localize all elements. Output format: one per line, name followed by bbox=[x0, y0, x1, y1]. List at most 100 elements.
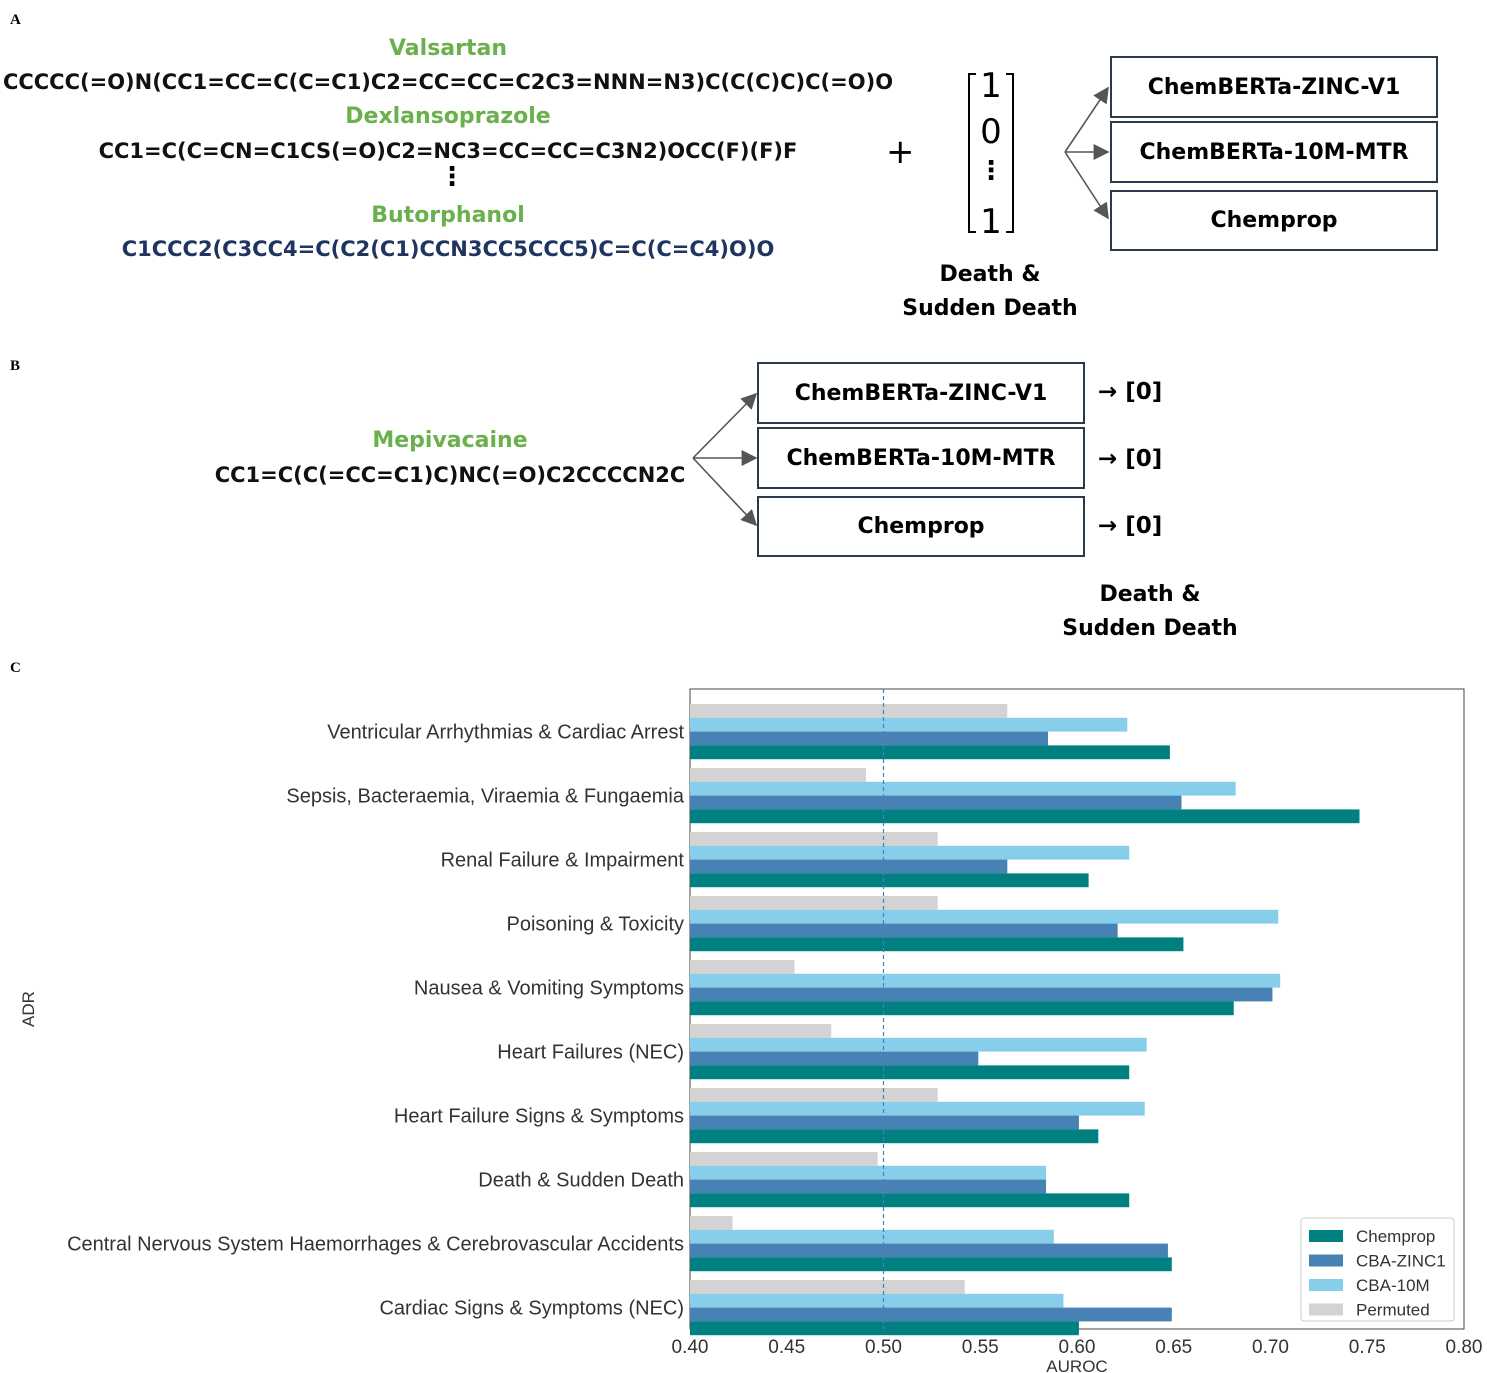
bar-cba-zinc1 bbox=[690, 1179, 1047, 1194]
x-tick-label: 0.40 bbox=[672, 1337, 709, 1358]
bar-chemprop bbox=[690, 1321, 1079, 1336]
vector-entry: 0 bbox=[980, 112, 1002, 152]
prediction-chemprop: → [0] bbox=[1098, 513, 1163, 539]
arrows-b bbox=[692, 392, 758, 527]
model-box-chemprop-b: Chemprop bbox=[757, 496, 1085, 557]
category-label: Central Nervous System Haemorrhages & Ce… bbox=[67, 1234, 684, 1256]
bar-cba-10m bbox=[690, 1037, 1147, 1052]
x-axis-label: AUROC bbox=[1046, 1357, 1107, 1373]
smiles-butorphanol: C1CCC2(C3CC4=C(C2(C1)CCN3CC5CCC5)C=C(C=C… bbox=[121, 237, 775, 261]
bar-permuted bbox=[690, 960, 795, 974]
legend-box bbox=[1300, 1217, 1455, 1322]
adr-auroc-chart: Ventricular Arrhythmias & Cardiac Arrest… bbox=[19, 688, 1483, 1373]
bar-chemprop bbox=[690, 1001, 1234, 1016]
bar-chemprop bbox=[690, 1065, 1130, 1080]
bar-chemprop bbox=[690, 1257, 1172, 1272]
x-tick-label: 0.50 bbox=[865, 1337, 902, 1358]
drug-name-mepivacaine: Mepivacaine bbox=[372, 428, 528, 453]
bar-chemprop bbox=[690, 937, 1184, 952]
smiles-valsartan: CCCCC(=O)N(CC1=CC=C(C=C1)C2=CC=CC=C2C3=N… bbox=[2, 70, 894, 94]
bar-cba-zinc1 bbox=[690, 1115, 1079, 1130]
category-label: Cardiac Signs & Symptoms (NEC) bbox=[379, 1298, 684, 1320]
target-label-line: Death & bbox=[1099, 582, 1201, 607]
prediction-10m: → [0] bbox=[1098, 446, 1163, 472]
x-tick-label: 0.55 bbox=[962, 1337, 999, 1358]
x-tick-label: 0.70 bbox=[1252, 1337, 1289, 1358]
panel-c-letter: C bbox=[10, 660, 21, 676]
category-label: Sepsis, Bacteraemia, Viraemia & Fungaemi… bbox=[286, 786, 684, 808]
category-label: Death & Sudden Death bbox=[478, 1170, 684, 1192]
category-label: Heart Failure Signs & Symptoms bbox=[394, 1106, 684, 1128]
panel-b-letter: B bbox=[10, 358, 21, 374]
x-tick-label: 0.75 bbox=[1349, 1337, 1386, 1358]
legend-label: Chemprop bbox=[1356, 1227, 1435, 1246]
target-label-line: Sudden Death bbox=[902, 296, 1078, 321]
prediction-zinc: → [0] bbox=[1098, 379, 1163, 405]
bar-permuted bbox=[690, 1152, 878, 1166]
category-label: Poisoning & Toxicity bbox=[507, 914, 685, 936]
target-label-line: Sudden Death bbox=[1062, 616, 1238, 641]
bar-permuted bbox=[690, 768, 867, 782]
bar-chemprop bbox=[690, 1193, 1130, 1208]
category-label: Nausea & Vomiting Symptoms bbox=[414, 978, 684, 1000]
legend-swatch bbox=[1309, 1279, 1343, 1291]
bar-cba-zinc1 bbox=[690, 923, 1118, 938]
category-label: Ventricular Arrhythmias & Cardiac Arrest bbox=[327, 722, 684, 744]
y-axis-label: ADR bbox=[19, 991, 38, 1027]
bar-cba-zinc1 bbox=[690, 1243, 1168, 1258]
arrows-a bbox=[1064, 86, 1110, 220]
plus-sign: + bbox=[886, 132, 915, 172]
bar-cba-zinc1 bbox=[690, 1307, 1172, 1322]
target-label-b: Death & Sudden Death bbox=[1040, 578, 1260, 646]
x-tick-label: 0.45 bbox=[768, 1337, 805, 1358]
bar-cba-zinc1 bbox=[690, 795, 1182, 810]
bar-permuted bbox=[690, 1088, 938, 1102]
smiles-mepivacaine: CC1=C(C(=CC=C1)C)NC(=O)C2CCCCN2C bbox=[214, 463, 686, 487]
category-label: Heart Failures (NEC) bbox=[497, 1042, 684, 1064]
x-tick-label: 0.65 bbox=[1155, 1337, 1192, 1358]
bar-cba-10m bbox=[690, 717, 1128, 732]
bar-permuted bbox=[690, 1216, 733, 1230]
model-box-chemberta-10m: ChemBERTa-10M-MTR bbox=[1110, 121, 1438, 183]
ellipsis-vertical: ⋮ bbox=[439, 162, 465, 192]
legend-swatch bbox=[1309, 1254, 1343, 1267]
bar-chemprop bbox=[690, 745, 1170, 760]
bar-chemprop bbox=[690, 1129, 1099, 1144]
vector-ellipsis: ⋮ bbox=[978, 156, 1004, 186]
bar-chemprop bbox=[690, 873, 1089, 888]
bar-cba-10m bbox=[690, 1101, 1145, 1116]
vector-entry: 1 bbox=[980, 202, 1002, 242]
target-label-a: Death & Sudden Death bbox=[890, 258, 1090, 326]
bar-cba-10m bbox=[690, 973, 1281, 988]
target-label-line: Death & bbox=[939, 262, 1041, 287]
x-tick-label: 0.60 bbox=[1059, 1337, 1096, 1358]
vector-entry: 1 bbox=[980, 66, 1002, 106]
bar-cba-zinc1 bbox=[690, 731, 1048, 746]
legend-swatch bbox=[1309, 1303, 1343, 1316]
bar-permuted bbox=[690, 704, 1008, 718]
legend-swatch bbox=[1309, 1230, 1343, 1242]
drug-name-butorphanol: Butorphanol bbox=[371, 203, 525, 228]
model-box-chemprop: Chemprop bbox=[1110, 190, 1438, 251]
bar-cba-10m bbox=[690, 909, 1279, 924]
bar-chemprop bbox=[690, 809, 1360, 824]
drug-name-valsartan: Valsartan bbox=[388, 36, 508, 61]
bar-cba-10m bbox=[690, 781, 1236, 796]
category-label: Renal Failure & Impairment bbox=[441, 850, 685, 872]
legend-label: CBA-ZINC1 bbox=[1356, 1252, 1446, 1271]
x-tick-label: 0.80 bbox=[1446, 1337, 1483, 1358]
bar-permuted bbox=[690, 1280, 965, 1294]
legend-label: CBA-10M bbox=[1356, 1276, 1430, 1295]
bar-cba-zinc1 bbox=[690, 1051, 979, 1066]
bar-permuted bbox=[690, 1024, 832, 1038]
label-vector: 1 0 ⋮ 1 bbox=[966, 66, 1016, 242]
smiles-dexlansoprazole: CC1=C(C=CN=C1CS(=O)C2=NC3=CC=CC=C3N2)OCC… bbox=[98, 139, 798, 163]
model-box-chemberta-zinc-b: ChemBERTa-ZINC-V1 bbox=[757, 362, 1085, 424]
legend-label: Permuted bbox=[1356, 1301, 1430, 1320]
bar-cba-10m bbox=[690, 1293, 1064, 1308]
vector-brackets bbox=[968, 73, 1014, 233]
bar-permuted bbox=[690, 896, 938, 910]
bar-cba-10m bbox=[690, 1229, 1054, 1244]
bar-cba-zinc1 bbox=[690, 859, 1008, 874]
bar-cba-10m bbox=[690, 1165, 1047, 1180]
